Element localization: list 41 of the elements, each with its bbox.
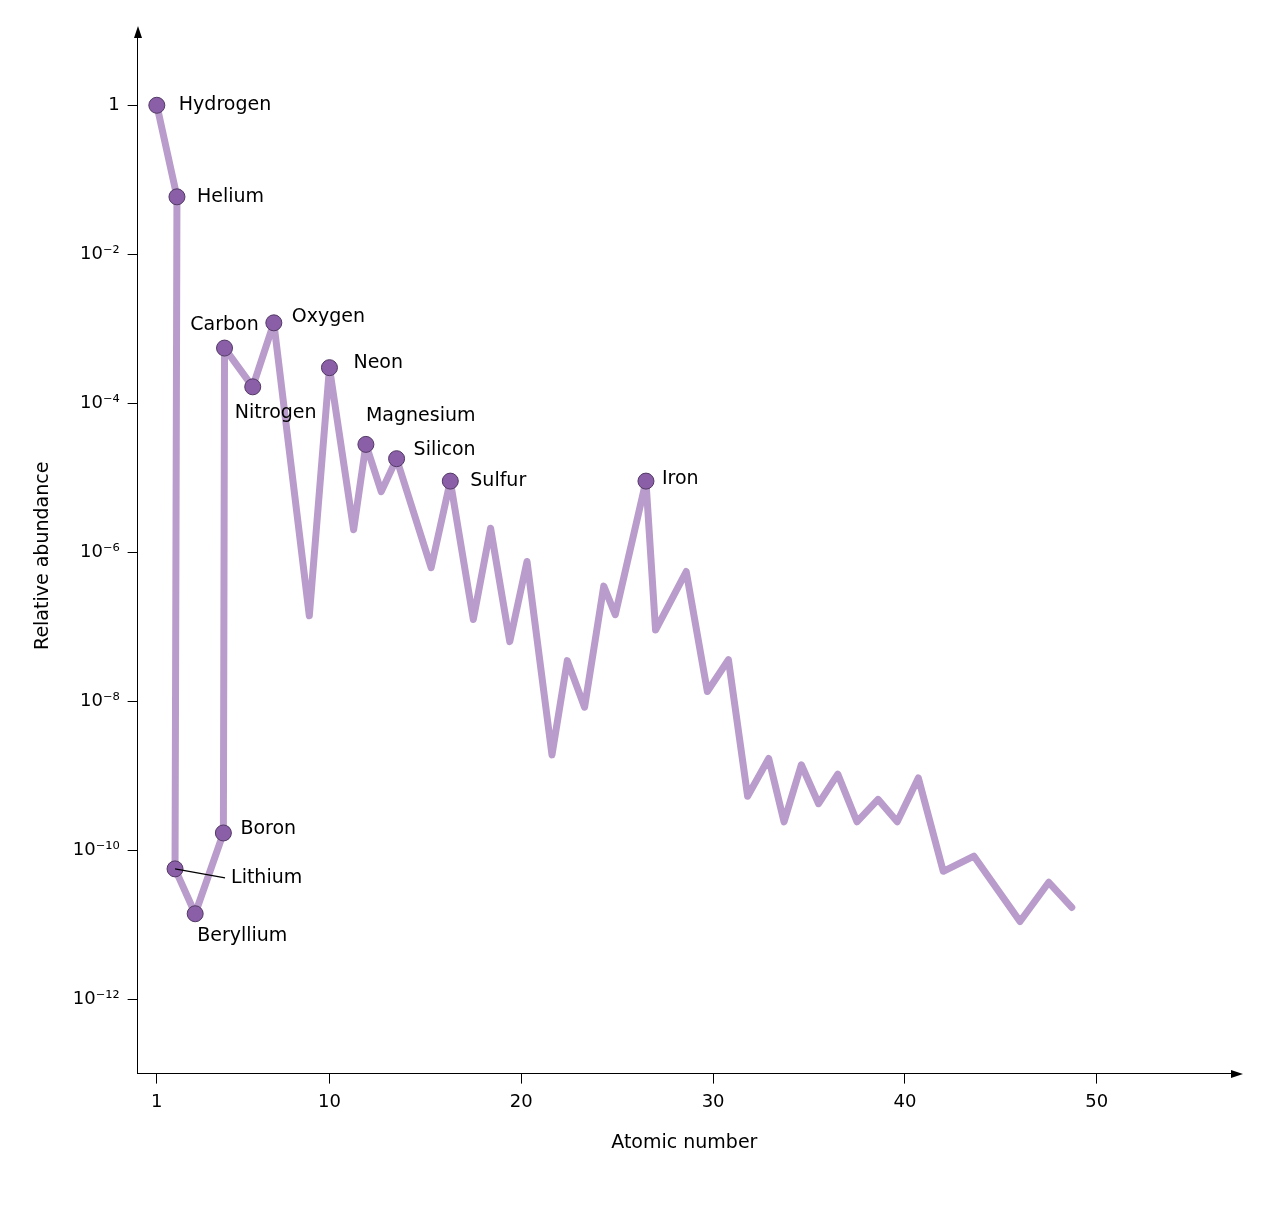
point bbox=[186, 905, 204, 923]
annotation: Oxygen bbox=[291, 303, 366, 326]
annotation: Silicon bbox=[413, 436, 476, 459]
x-tick-label: 40 bbox=[893, 1090, 917, 1112]
annotation: Beryllium bbox=[197, 922, 288, 945]
annotation: Hydrogen bbox=[178, 92, 272, 115]
annotation: Magnesium bbox=[365, 403, 476, 426]
point bbox=[388, 450, 406, 468]
x-tick-label: 10 bbox=[318, 1090, 341, 1112]
y-tick-label: 10⁻¹⁰ bbox=[72, 837, 120, 859]
point bbox=[148, 96, 166, 114]
point bbox=[637, 472, 655, 490]
annotation: Neon bbox=[353, 349, 404, 372]
x-tick-label: 30 bbox=[701, 1090, 725, 1112]
point bbox=[441, 472, 459, 490]
point bbox=[168, 188, 186, 206]
point bbox=[244, 378, 262, 396]
annotation: Sulfur bbox=[470, 468, 527, 491]
annotation: Lithium bbox=[231, 864, 303, 887]
annotation: Helium bbox=[196, 183, 265, 206]
x-axis-title: Atomic number bbox=[611, 1129, 758, 1152]
y-tick-label: 10⁻⁸ bbox=[80, 688, 120, 710]
y-axis-title: Relative abundance bbox=[30, 461, 53, 650]
point bbox=[320, 359, 338, 377]
annotation: Nitrogen bbox=[234, 399, 317, 422]
y-tick-label: 10⁻⁶ bbox=[80, 539, 120, 561]
point bbox=[214, 824, 232, 842]
point bbox=[166, 860, 184, 878]
point bbox=[265, 314, 283, 332]
x-tick-label: 1 bbox=[151, 1090, 163, 1112]
annotation: Carbon bbox=[190, 312, 259, 335]
y-tick-label: 1 bbox=[108, 92, 120, 114]
annotation: Iron bbox=[661, 466, 699, 489]
x-tick-label: 20 bbox=[509, 1090, 533, 1112]
annotation: Boron bbox=[240, 815, 297, 838]
y-tick-label: 10⁻¹² bbox=[72, 986, 120, 1008]
y-tick-label: 10⁻⁴ bbox=[80, 390, 120, 412]
y-tick-label: 10⁻² bbox=[80, 241, 120, 263]
point bbox=[357, 435, 375, 453]
point bbox=[216, 339, 234, 357]
x-tick-label: 50 bbox=[1085, 1090, 1109, 1112]
